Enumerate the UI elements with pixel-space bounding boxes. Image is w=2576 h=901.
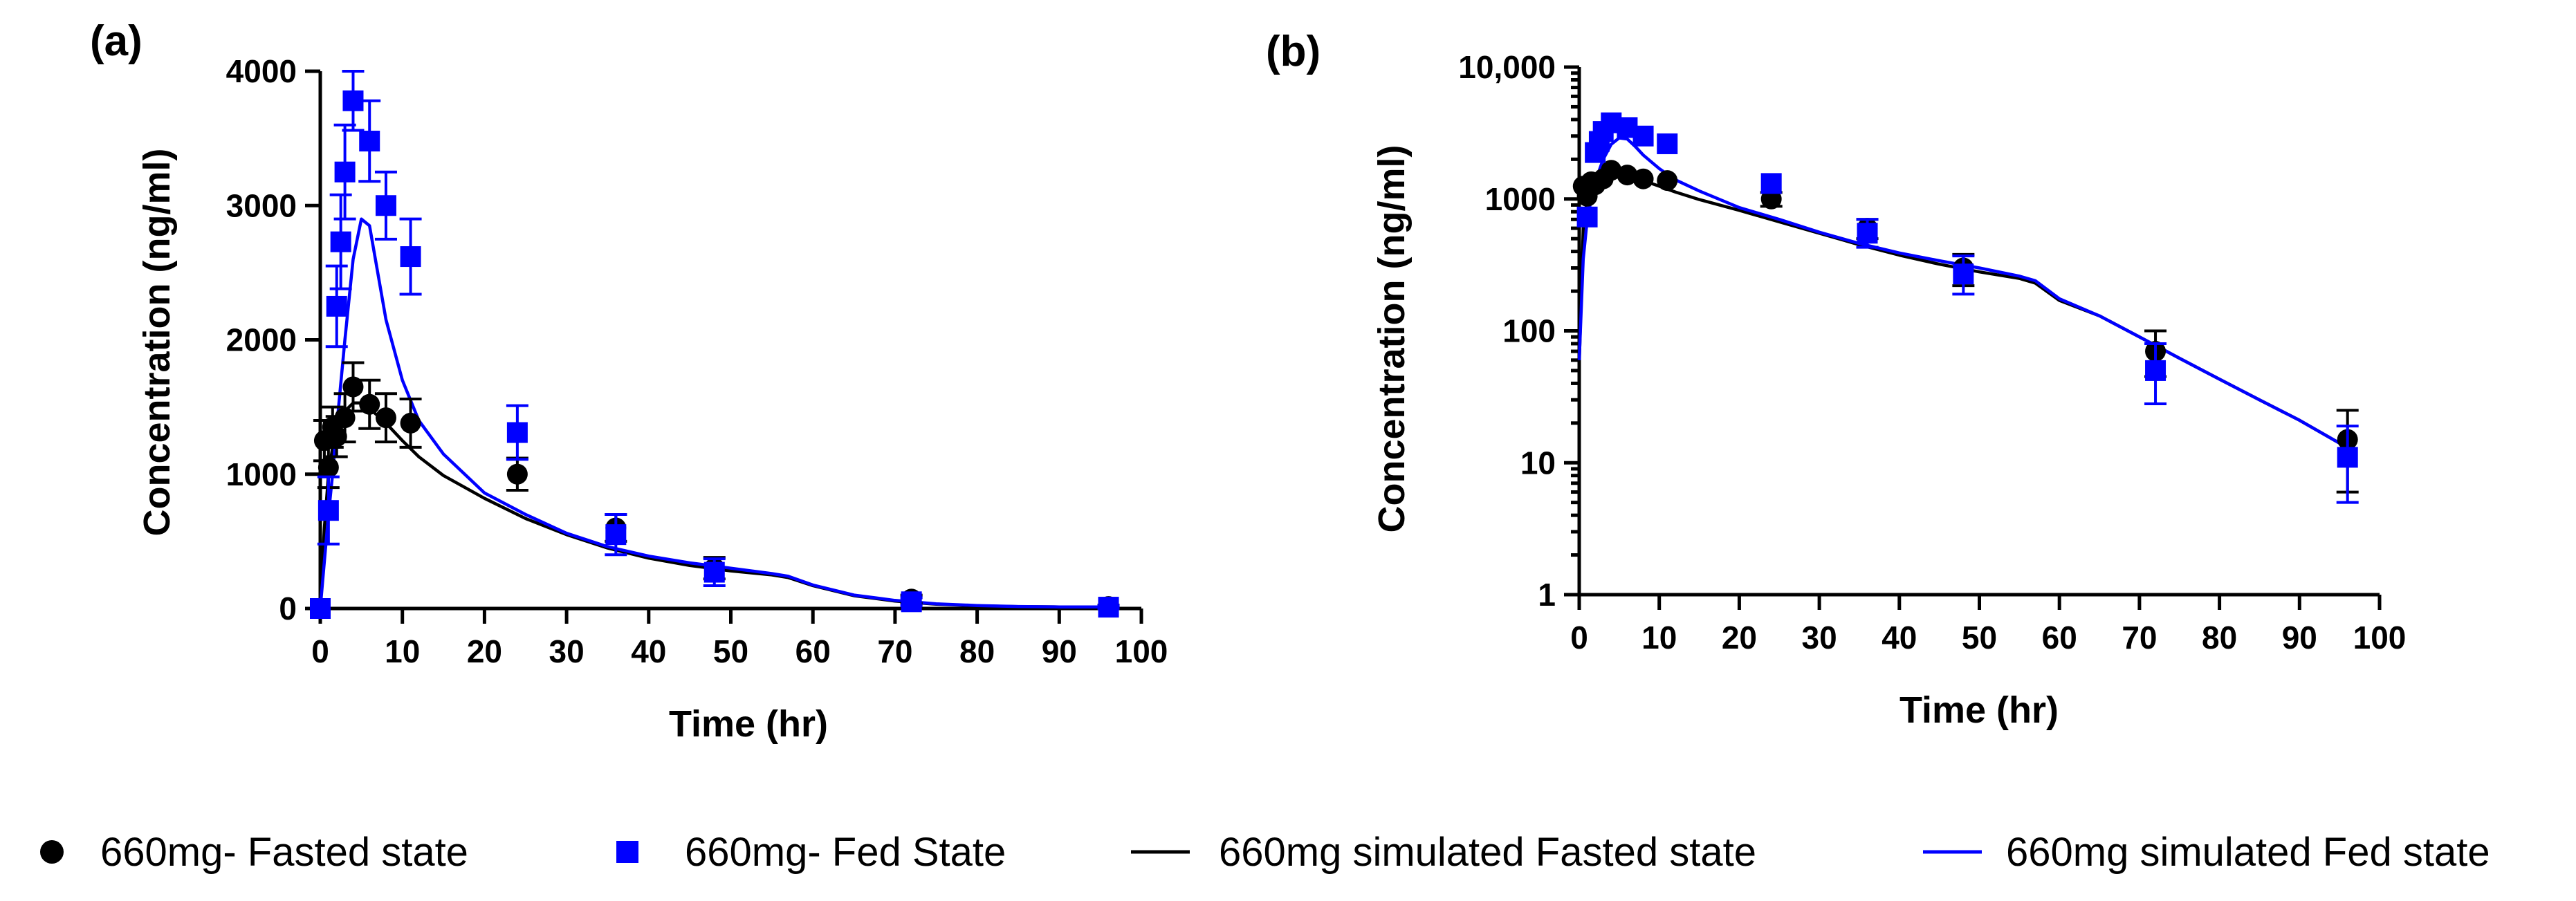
panel-b-point-fed xyxy=(1857,223,1878,244)
panel-b-x-tick-label: 40 xyxy=(1882,620,1917,656)
panel-b-x-tick-label: 50 xyxy=(1962,620,1997,656)
panel-b-x-tick-label: 70 xyxy=(2122,620,2157,656)
panel-a-x-tick-label: 50 xyxy=(713,633,748,669)
panel-a-point-fed xyxy=(605,524,627,546)
panel-a-x-tick-label: 100 xyxy=(1115,633,1168,669)
legend-label-fed-sim: 660mg simulated Fed state xyxy=(2006,830,2490,875)
panel-b-point-fed xyxy=(1632,125,1654,147)
panel-b-point-fed xyxy=(2337,447,2358,468)
panel-a-point-fed xyxy=(901,591,922,613)
panel-a-y-tick-label: 4000 xyxy=(226,53,297,89)
panel-a-x-tick-label: 90 xyxy=(1042,633,1077,669)
panel-a-point-fed xyxy=(330,231,351,252)
panel-a-point-fasted xyxy=(359,393,380,415)
panel-b-label: (b) xyxy=(1266,28,1321,75)
panel-a-x-tick-label: 10 xyxy=(385,633,420,669)
panel-a-point-fed xyxy=(359,131,380,152)
panel-a-x-axis-title: Time (hr) xyxy=(669,703,828,745)
legend-square-marker xyxy=(616,841,638,863)
panel-a-x-tick-label: 0 xyxy=(311,633,329,669)
panel-b-x-tick-label: 10 xyxy=(1641,620,1677,656)
legend-item-fasted-sim: 660mg simulated Fasted state xyxy=(1131,830,1756,875)
panel-b-sim-line-fasted xyxy=(1577,173,2348,449)
panel-a-point-fasted xyxy=(334,407,356,429)
panel-a-point-fasted xyxy=(342,376,364,398)
panel-b-y-axis-title: Concentration (ng/ml) xyxy=(1371,145,1413,533)
panel-b-x-tick-label: 90 xyxy=(2282,620,2317,656)
panel-b-point-fed xyxy=(2145,360,2166,381)
panel-b-x-tick-label: 30 xyxy=(1802,620,1837,656)
panel-b-point-fasted xyxy=(1632,168,1654,189)
panel-a-point-fed xyxy=(326,295,347,317)
panel-a-y-tick-label: 0 xyxy=(279,591,297,626)
panel-b-y-tick-label: 100 xyxy=(1502,313,1556,349)
panel-b-point-fasted xyxy=(1601,160,1622,181)
legend-item-fasted-obs: 660mg- Fasted state xyxy=(40,830,468,875)
panel-a-point-fasted xyxy=(400,412,421,434)
panel-a-y-tick-label: 2000 xyxy=(226,322,297,358)
panel-b-y-tick-label: 10,000 xyxy=(1458,49,1556,85)
panel-b-point-fed xyxy=(1953,263,1974,285)
legend-label-fasted-obs: 660mg- Fasted state xyxy=(100,830,468,875)
panel-b-x-axis-title: Time (hr) xyxy=(1899,689,2059,731)
panel-a-point-fed xyxy=(506,422,528,443)
panel-a-point-fed xyxy=(310,598,331,619)
panel-a-label: (a) xyxy=(90,17,142,65)
panel-a-point-fed xyxy=(334,161,356,183)
panel-b-y-tick-label: 1 xyxy=(1538,577,1556,613)
panel-b-point-fasted xyxy=(1657,170,1678,192)
panel-b-point-fasted xyxy=(1617,165,1638,186)
panel-a-x-tick-label: 80 xyxy=(959,633,995,669)
panel-a-y-tick-label: 3000 xyxy=(226,187,297,223)
panel-a-point-fasted xyxy=(318,457,339,479)
panel-a-x-tick-label: 20 xyxy=(467,633,502,669)
legend-label-fasted-sim: 660mg simulated Fasted state xyxy=(1219,830,1756,875)
panel-a-point-fed xyxy=(1098,597,1119,618)
panel-a-point-fed xyxy=(400,246,421,268)
panel-b-x-tick-label: 0 xyxy=(1570,620,1588,656)
panel-b-x-tick-label: 80 xyxy=(2202,620,2237,656)
panel-a-x-tick-label: 40 xyxy=(631,633,666,669)
panel-a-y-axis-title: Concentration (ng/ml) xyxy=(136,149,178,537)
panel-b-x-tick-label: 20 xyxy=(1722,620,1757,656)
legend-circle-marker xyxy=(40,840,64,864)
legend-item-fed-obs: 660mg- Fed State xyxy=(616,830,1006,875)
panel-a-x-tick-label: 30 xyxy=(549,633,585,669)
panel-b-chart: (b) Concentration (ng/ml) Time (hr) 0 10 2… xyxy=(1266,28,2406,731)
panel-b-point-fed xyxy=(1760,173,1782,194)
panel-a-point-fed xyxy=(375,195,396,216)
legend: 660mg- Fasted state 660mg- Fed State 660… xyxy=(40,830,2490,875)
panel-b-x-tick-label: 100 xyxy=(2353,620,2407,656)
panel-a-point-fed xyxy=(318,500,339,521)
panel-b-y-tick-label: 10 xyxy=(1520,445,1556,481)
panel-a-chart: (a) Concentration (ng/ml) Time (hr) 0 10 2… xyxy=(90,17,1168,745)
legend-label-fed-obs: 660mg- Fed State xyxy=(685,830,1006,875)
panel-a-point-fed xyxy=(703,561,725,583)
panel-a-y-tick-label: 1000 xyxy=(226,456,297,492)
legend-item-fed-sim: 660mg simulated Fed state xyxy=(1923,830,2490,875)
panel-b-y-tick-label: 1000 xyxy=(1485,181,1556,217)
panel-a-point-fasted xyxy=(375,407,396,429)
panel-a-x-tick-label: 70 xyxy=(877,633,912,669)
panel-a-x-tick-label: 60 xyxy=(795,633,831,669)
panel-a-sim-line-fed xyxy=(318,217,1109,609)
panel-a-point-fasted xyxy=(506,463,528,485)
panel-b-x-tick-label: 60 xyxy=(2042,620,2077,656)
panel-b-point-fed xyxy=(1657,133,1678,154)
panel-b-point-fed xyxy=(1576,206,1598,227)
